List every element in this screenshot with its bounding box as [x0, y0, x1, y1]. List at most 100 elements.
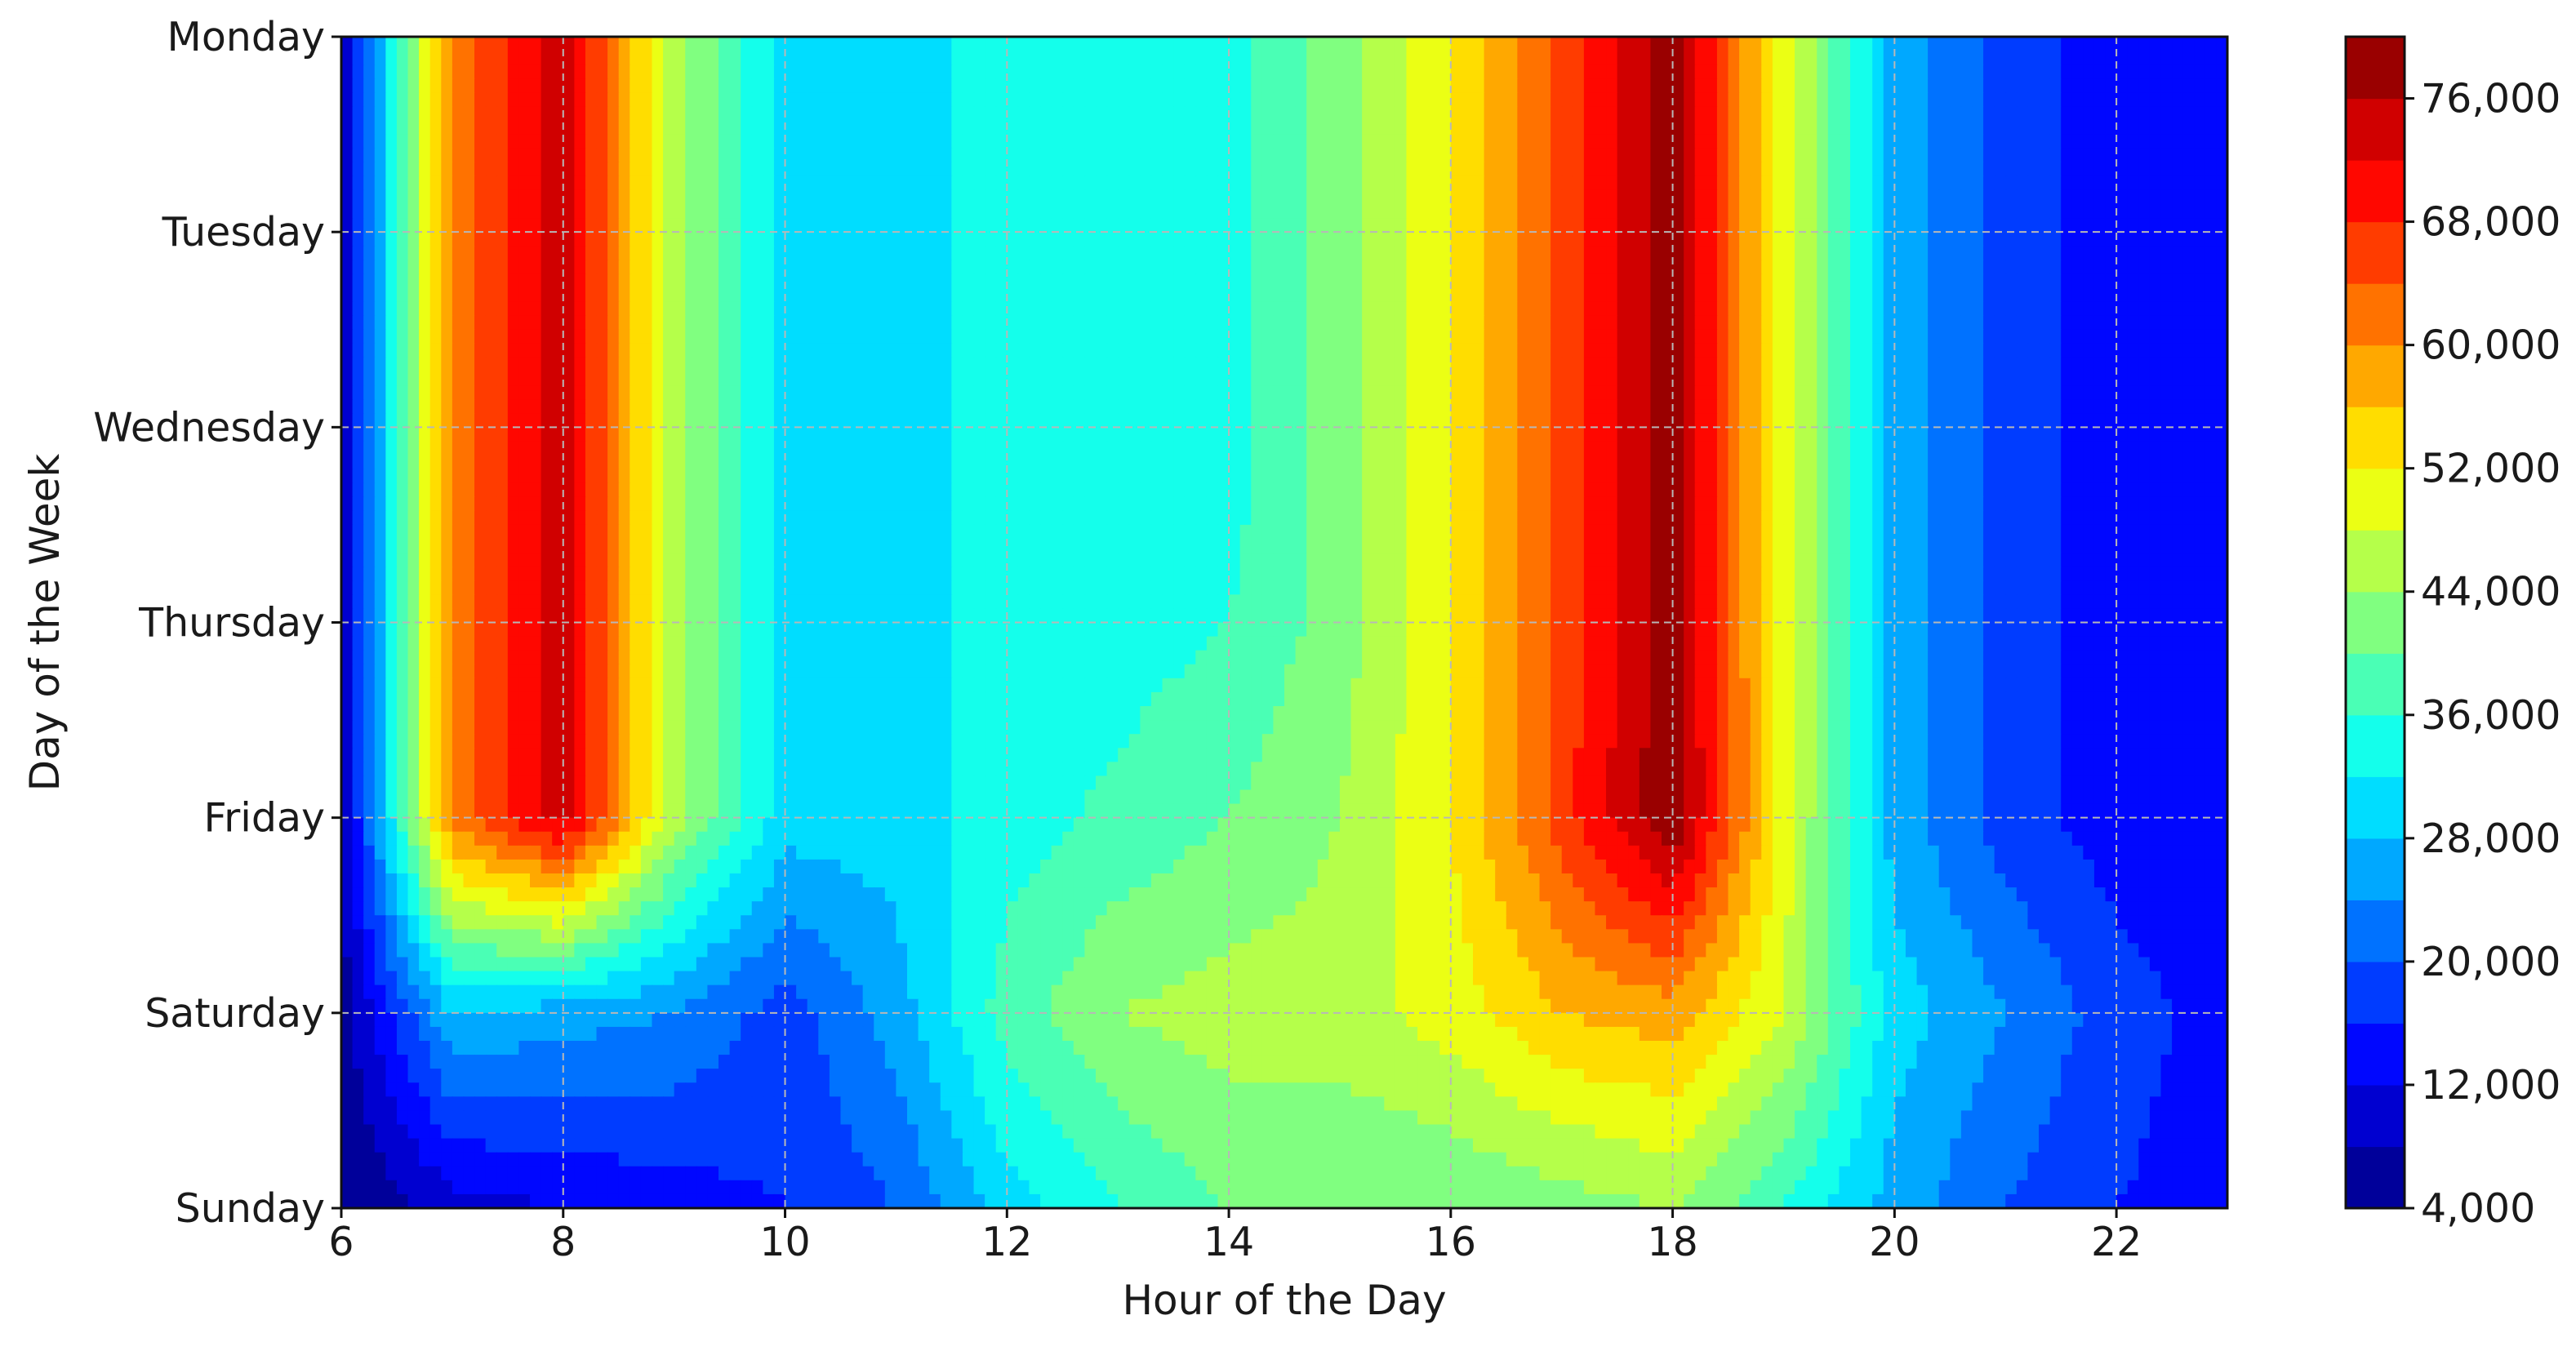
contour-cell: [1739, 92, 1751, 108]
contour-cell: [985, 315, 997, 331]
contour-cell: [530, 106, 542, 122]
contour-cell: [1239, 413, 1252, 429]
contour-cell: [995, 357, 1008, 372]
contour-cell: [618, 78, 631, 94]
contour-cell: [1029, 329, 1041, 344]
contour-cell: [640, 232, 653, 247]
contour-cell: [2061, 260, 2073, 275]
contour-cell: [1284, 51, 1297, 65]
contour-cell: [2093, 399, 2107, 415]
contour-cell: [1827, 204, 1840, 219]
contour-cell: [1617, 260, 1630, 275]
contour-cell: [396, 162, 409, 177]
contour-cell: [607, 413, 620, 429]
contour-cell: [407, 329, 420, 344]
contour-cell: [1617, 413, 1630, 429]
contour-cell: [1872, 37, 1884, 51]
contour-cell: [2093, 385, 2107, 400]
contour-cell: [1972, 78, 1984, 94]
contour-cell: [1284, 92, 1297, 108]
contour-cell: [1639, 92, 1652, 108]
contour-cell: [1728, 120, 1740, 136]
contour-cell: [352, 385, 364, 400]
contour-cell: [1883, 315, 1896, 331]
contour-cell: [973, 204, 985, 219]
contour-cell: [1839, 371, 1851, 386]
contour-cell: [1306, 301, 1319, 317]
contour-cell: [463, 162, 475, 177]
contour-cell: [1096, 120, 1108, 136]
contour-cell: [995, 399, 1008, 415]
contour-cell: [507, 162, 520, 177]
contour-cell: [607, 64, 620, 80]
contour-cell: [507, 246, 520, 261]
contour-cell: [1662, 357, 1674, 372]
contour-cell: [1561, 106, 1574, 122]
contour-cell: [929, 427, 941, 442]
contour-cell: [763, 441, 775, 456]
contour-cell: [1373, 120, 1386, 136]
contour-cell: [818, 385, 830, 400]
contour-cell: [741, 78, 753, 94]
contour-cell: [2039, 385, 2051, 400]
contour-cell: [2205, 51, 2218, 65]
contour-cell: [396, 148, 409, 163]
contour-cell: [1373, 413, 1386, 429]
contour-cell: [1073, 399, 1086, 415]
contour-cell: [1994, 427, 2007, 442]
contour-cell: [1173, 343, 1186, 358]
contour-cell: [407, 37, 420, 51]
contour-cell: [685, 399, 697, 415]
contour-cell: [2194, 301, 2206, 317]
contour-cell: [1195, 260, 1208, 275]
contour-cell: [696, 162, 709, 177]
contour-cell: [630, 37, 642, 51]
contour-cell: [452, 441, 465, 456]
contour-cell: [2194, 385, 2206, 400]
contour-cell: [1561, 329, 1574, 344]
contour-cell: [1184, 273, 1197, 289]
contour-cell: [1162, 427, 1174, 442]
contour-cell: [596, 120, 608, 136]
contour-cell: [1406, 51, 1418, 65]
contour-cell: [729, 427, 741, 442]
contour-cell: [1261, 162, 1275, 177]
contour-cell: [1239, 315, 1252, 331]
contour-cell: [929, 78, 941, 94]
contour-cell: [1761, 246, 1773, 261]
contour-cell: [1339, 120, 1352, 136]
contour-cell: [1395, 204, 1408, 219]
contour-cell: [1007, 176, 1019, 191]
contour-cell: [1450, 120, 1463, 136]
contour-cell: [1539, 162, 1551, 177]
contour-cell: [1972, 273, 1984, 289]
contour-cell: [541, 260, 553, 275]
contour-cell: [785, 287, 797, 303]
contour-cell: [2172, 301, 2184, 317]
contour-cell: [1583, 357, 1596, 372]
contour-cell: [2039, 273, 2051, 289]
contour-cell: [1395, 37, 1408, 51]
contour-cell: [1040, 399, 1052, 415]
contour-cell: [1261, 399, 1275, 415]
contour-cell: [1229, 120, 1241, 136]
contour-cell: [1062, 246, 1074, 261]
contour-cell: [852, 148, 864, 163]
contour-cell: [2093, 413, 2107, 429]
contour-cell: [1229, 92, 1241, 108]
contour-cell: [1694, 92, 1707, 108]
contour-cell: [474, 189, 487, 205]
contour-cell: [1739, 343, 1751, 358]
contour-cell: [1150, 273, 1163, 289]
contour-cell: [1417, 148, 1430, 163]
contour-cell: [1417, 162, 1430, 177]
contour-cell: [1362, 385, 1374, 400]
contour-cell: [1728, 134, 1740, 149]
contour-cell: [1728, 204, 1740, 219]
contour-cell: [1029, 385, 1041, 400]
contour-cell: [1173, 204, 1186, 219]
contour-cell: [2039, 64, 2051, 80]
contour-cell: [2071, 246, 2084, 261]
contour-cell: [419, 329, 431, 344]
contour-cell: [1306, 399, 1319, 415]
